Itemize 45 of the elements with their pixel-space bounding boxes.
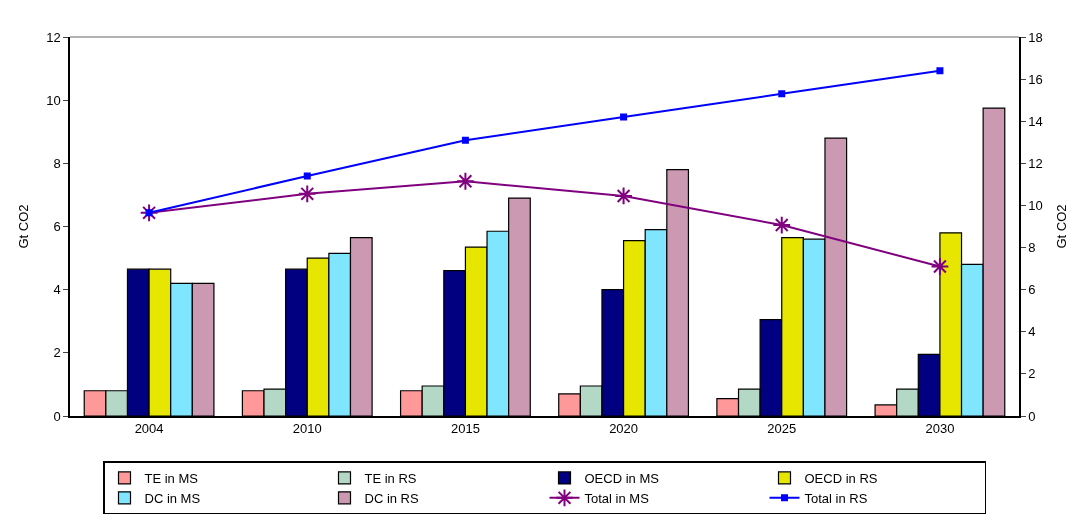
x-tick-label: 2030 xyxy=(925,421,955,437)
legend-label: OECD in MS xyxy=(584,471,660,486)
x-tick-label: 2020 xyxy=(609,421,639,437)
point xyxy=(303,172,311,180)
y-tick-label: 10 xyxy=(46,92,61,108)
y2-tick-label: 18 xyxy=(1028,29,1043,45)
y2-tick-label: 10 xyxy=(1028,197,1043,213)
y-tick-label: 8 xyxy=(53,155,61,171)
legend-label: Total in MS xyxy=(584,490,650,506)
legend-label: TE in RS xyxy=(364,471,417,486)
y2-tick-label: 6 xyxy=(1028,282,1036,298)
point xyxy=(297,184,317,204)
point xyxy=(145,209,153,217)
legend-label: DC in MS xyxy=(144,490,201,506)
y-tick-label: 4 xyxy=(53,282,61,298)
y2-tick-label: 14 xyxy=(1028,113,1043,129)
y2-tick-label: 12 xyxy=(1028,155,1043,171)
point xyxy=(620,113,628,121)
point xyxy=(930,257,950,276)
y2-tick-label: 8 xyxy=(1028,240,1036,256)
x-tick-label: 2025 xyxy=(767,421,797,437)
point xyxy=(139,203,159,223)
legend-label: OECD in RS xyxy=(804,471,878,486)
x-tick-label: 2004 xyxy=(134,421,164,437)
point xyxy=(772,215,792,235)
x-tick-label: 2010 xyxy=(292,421,322,437)
y2-tick-label: 0 xyxy=(1028,408,1036,424)
y2-tick-label: 2 xyxy=(1028,366,1036,382)
y-tick-label: 0 xyxy=(53,408,61,424)
x-tick-label: 2015 xyxy=(450,421,480,437)
y-tick-label: 2 xyxy=(53,345,61,361)
y-tick-label: 12 xyxy=(46,29,61,45)
point xyxy=(936,67,944,75)
legend-label: DC in RS xyxy=(364,490,420,506)
point xyxy=(614,186,633,206)
legend-label: Total in RS xyxy=(804,490,868,506)
point xyxy=(456,171,475,191)
y-tick-label: 6 xyxy=(53,219,61,235)
y2-tick-label: 4 xyxy=(1028,324,1036,340)
legend-label: TE in MS xyxy=(144,471,199,486)
y2-axis-title: Gt CO2 xyxy=(1053,204,1069,249)
y-axis-title: Gt CO2 xyxy=(15,204,31,249)
point xyxy=(461,136,469,144)
point xyxy=(778,90,786,98)
y2-tick-label: 16 xyxy=(1028,71,1043,87)
